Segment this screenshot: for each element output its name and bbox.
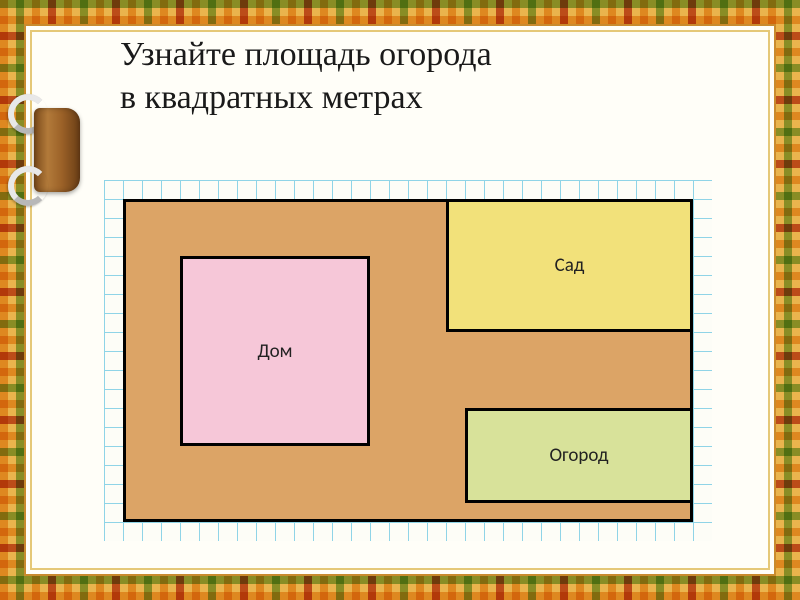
title-line-1: Узнайте площадь огорода [120,36,492,73]
binder-decoration [8,90,80,210]
garden-label: Сад [555,254,585,277]
veg-region: Огород [465,408,693,503]
house-label: Дом [258,340,293,363]
house-region: Дом [180,256,370,446]
title-line-2: в квадратных метрах [120,79,423,116]
veg-label: Огород [549,444,608,467]
ring-icon [8,166,48,206]
garden-region: Сад [446,199,693,332]
task-title: Узнайте площадь огорода в квадратных мет… [120,34,740,119]
plot-figure: Дом Сад Огород [104,180,712,541]
